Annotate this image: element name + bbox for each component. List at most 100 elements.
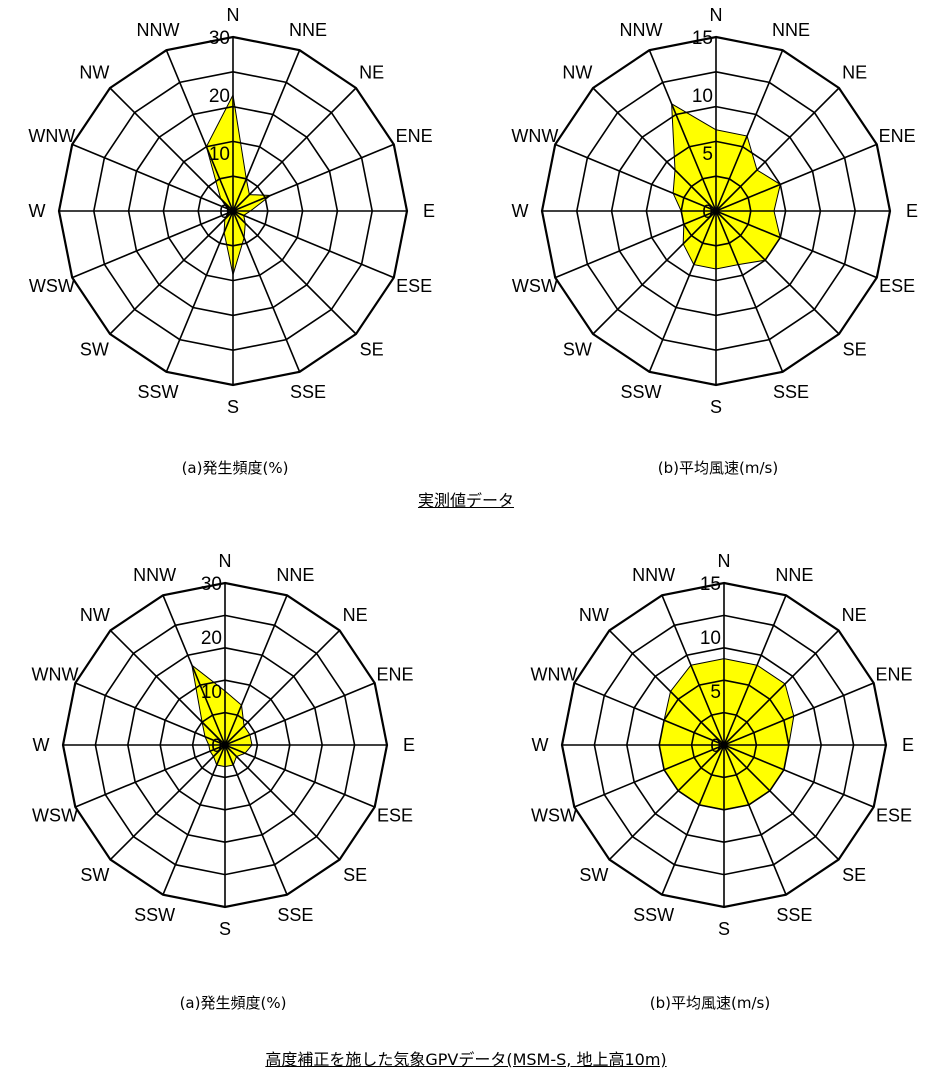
spoke-line: [162, 594, 226, 746]
direction-label: ENE: [879, 126, 916, 146]
spoke-line: [224, 594, 288, 746]
spoke-line: [723, 594, 787, 746]
tick-label: 0: [710, 736, 721, 757]
direction-label: N: [718, 551, 731, 571]
tick-label: 20: [209, 86, 230, 107]
direction-label: W: [33, 735, 50, 755]
tick-label: 30: [201, 574, 222, 595]
spoke-line: [232, 210, 301, 373]
direction-label: SW: [80, 865, 109, 885]
spoke-line: [715, 87, 840, 212]
spoke-line: [608, 629, 725, 746]
spoke-line: [715, 210, 878, 279]
spoke-line: [162, 744, 226, 896]
direction-label: E: [902, 735, 914, 755]
caption-observed-frequency: (a)発生頻度(%): [181, 459, 289, 477]
direction-label: NE: [842, 605, 867, 625]
spoke-line: [224, 744, 341, 861]
direction-label: SSW: [134, 905, 175, 925]
tick-label: 10: [209, 144, 230, 165]
direction-label: NE: [343, 605, 368, 625]
spoke-line: [71, 143, 234, 212]
direction-label: ESE: [396, 276, 432, 296]
direction-label: ESE: [377, 805, 413, 825]
direction-label: N: [710, 5, 723, 25]
spoke-line: [592, 210, 717, 335]
spoke-line: [723, 744, 787, 896]
tick-label: 15: [700, 574, 721, 595]
direction-label: ENE: [875, 665, 912, 685]
direction-label: SE: [842, 865, 866, 885]
caption-observed-speed: (b)平均風速(m/s): [657, 459, 779, 477]
spoke-line: [232, 143, 395, 212]
direction-label: N: [227, 5, 240, 25]
direction-label: SSE: [290, 382, 326, 402]
spoke-line: [661, 744, 725, 896]
direction-label: WNW: [531, 665, 578, 685]
direction-label: NW: [579, 605, 609, 625]
direction-label: WSW: [512, 276, 558, 296]
direction-label: NNW: [133, 565, 176, 585]
tick-label: 5: [702, 144, 713, 165]
direction-label: W: [532, 735, 549, 755]
direction-label: E: [906, 201, 918, 221]
caption-gpv-frequency: (a)発生頻度(%): [179, 994, 287, 1012]
direction-label: WSW: [531, 805, 577, 825]
direction-label: SSW: [620, 382, 661, 402]
direction-label: WNW: [28, 126, 75, 146]
spoke-line: [109, 87, 234, 212]
direction-label: SW: [80, 340, 109, 360]
direction-label: SW: [563, 340, 592, 360]
direction-label: NE: [842, 62, 867, 82]
spoke-line: [109, 744, 226, 861]
direction-label: NNW: [620, 20, 663, 40]
spoke-line: [715, 49, 784, 212]
tick-label: 15: [692, 28, 713, 49]
spoke-line: [109, 629, 226, 746]
direction-label: WNW: [511, 126, 558, 146]
direction-label: S: [710, 397, 722, 417]
spoke-line: [232, 210, 357, 335]
direction-label: SSW: [137, 382, 178, 402]
tick-label: 10: [201, 682, 222, 703]
direction-label: SSE: [277, 905, 313, 925]
direction-label: WSW: [29, 276, 75, 296]
spoke-line: [165, 49, 234, 212]
spoke-line: [232, 87, 357, 212]
direction-label: SSW: [633, 905, 674, 925]
spoke-line: [661, 594, 725, 746]
spoke-line: [715, 143, 878, 212]
spoke-line: [224, 629, 341, 746]
spoke-line: [71, 210, 234, 279]
spoke-line: [648, 49, 717, 212]
direction-label: E: [423, 201, 435, 221]
direction-label: NE: [359, 62, 384, 82]
spoke-line: [224, 744, 288, 896]
spoke-line: [224, 682, 376, 746]
spoke-line: [573, 682, 725, 746]
direction-label: SE: [343, 865, 367, 885]
spoke-line: [74, 682, 226, 746]
spoke-line: [723, 629, 840, 746]
direction-label: NNE: [772, 20, 810, 40]
direction-label: W: [512, 201, 529, 221]
direction-label: NW: [562, 62, 592, 82]
caption-gpv-speed: (b)平均風速(m/s): [649, 994, 771, 1012]
direction-label: NNE: [276, 565, 314, 585]
direction-label: SSE: [773, 382, 809, 402]
direction-label: NW: [79, 62, 109, 82]
spoke-line: [232, 210, 395, 279]
direction-label: E: [403, 735, 415, 755]
spoke-line: [554, 210, 717, 279]
direction-label: S: [219, 919, 231, 939]
group-title-observed: 実測値データ: [417, 491, 515, 510]
direction-label: NNE: [775, 565, 813, 585]
direction-label: W: [29, 201, 46, 221]
spoke-line: [723, 744, 875, 808]
spoke-line: [723, 744, 840, 861]
direction-label: S: [718, 919, 730, 939]
direction-label: ESE: [879, 276, 915, 296]
